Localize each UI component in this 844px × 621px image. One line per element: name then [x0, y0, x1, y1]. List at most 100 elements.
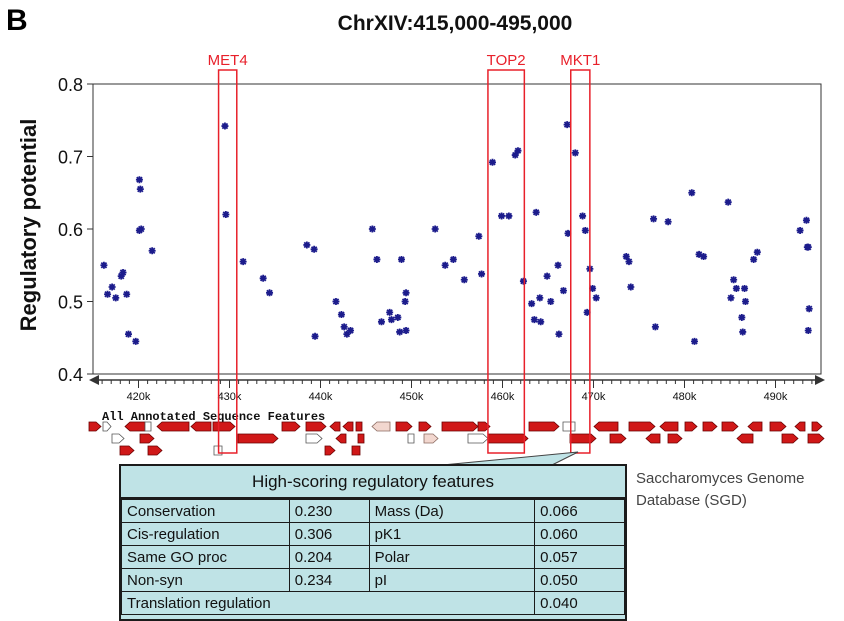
- feature-name: Translation regulation: [120, 591, 536, 615]
- data-point: [528, 300, 536, 308]
- data-point: [741, 284, 749, 292]
- data-point: [222, 211, 230, 218]
- x-tick-label: 440k: [309, 391, 333, 403]
- y-tick-label: 0.7: [58, 148, 83, 168]
- x-axis: 420k 430k 440k 450k 460k 470k 480k 490k: [89, 375, 825, 403]
- data-point: [117, 272, 125, 280]
- data-point: [543, 272, 551, 280]
- gene-feature: [357, 433, 365, 444]
- data-point: [579, 212, 587, 220]
- data-point: [104, 290, 112, 298]
- gene-feature: [528, 421, 560, 432]
- data-point: [627, 283, 635, 291]
- data-point: [741, 298, 749, 305]
- gene-feature: [702, 421, 718, 432]
- data-point: [368, 225, 376, 233]
- x-tick-label: 420k: [127, 391, 151, 403]
- feature-score: 0.066: [534, 499, 625, 523]
- x-axis-arrow-left: [89, 375, 99, 385]
- table-row: Non-syn 0.234 pI 0.050: [121, 568, 625, 592]
- plot-frame: [92, 83, 822, 375]
- gene-feature: [102, 421, 112, 432]
- data-point: [650, 215, 658, 223]
- x-tick-label: 470k: [582, 391, 606, 403]
- gene-feature: [659, 421, 679, 432]
- data-point: [571, 149, 579, 157]
- y-tick-label: 0.5: [58, 293, 83, 313]
- data-point: [135, 226, 143, 234]
- data-point: [555, 330, 563, 338]
- x-tick-label: 490k: [764, 391, 788, 403]
- gene-highlight-box: [487, 69, 526, 454]
- scatter-points: [100, 121, 813, 345]
- gene-feature: [441, 421, 479, 432]
- data-point: [100, 261, 108, 269]
- data-point: [303, 241, 311, 249]
- gene-feature: [769, 421, 787, 432]
- gene-feature: [736, 433, 754, 444]
- source-label-line: Database (SGD): [636, 492, 747, 509]
- gene-feature: [305, 421, 327, 432]
- gene-feature: [684, 421, 698, 432]
- gene-feature: [329, 421, 341, 432]
- data-point: [373, 255, 381, 263]
- highlight-boxes: MET4 TOP2 MKT1: [208, 52, 600, 454]
- x-tick-label: 450k: [400, 391, 424, 403]
- data-point: [221, 122, 229, 130]
- gene-label: TOP2: [487, 52, 526, 69]
- data-point: [730, 276, 738, 284]
- data-point: [622, 253, 630, 261]
- gene-feature: [609, 433, 627, 444]
- gene-feature: [237, 433, 279, 444]
- data-point: [592, 294, 600, 302]
- data-point: [132, 337, 140, 345]
- data-point: [475, 232, 483, 240]
- data-point: [343, 330, 351, 338]
- gene-feature: [324, 445, 336, 456]
- data-point: [402, 327, 410, 334]
- gene-feature: [119, 445, 135, 456]
- data-point: [625, 258, 633, 266]
- gene-highlight-box: [217, 69, 238, 454]
- source-label: Saccharomyces Genome Database (SGD): [636, 468, 841, 512]
- gene-feature: [811, 421, 823, 432]
- gene-feature: [88, 421, 102, 432]
- data-point: [498, 212, 506, 220]
- gene-feature: [147, 445, 163, 456]
- data-point: [554, 261, 562, 269]
- data-point: [691, 337, 699, 345]
- x-tick-label: 480k: [673, 391, 697, 403]
- data-point: [589, 284, 597, 292]
- data-point: [460, 276, 468, 284]
- data-point: [347, 327, 355, 334]
- gene-feature: [111, 433, 125, 444]
- gene-feature: [467, 433, 489, 444]
- gene-feature: [190, 421, 212, 432]
- data-point: [804, 243, 812, 251]
- data-point: [581, 226, 589, 234]
- gene-feature: [569, 433, 597, 444]
- gene-label: MET4: [208, 52, 248, 69]
- regulatory-features-table: High-scoring regulatory features Conserv…: [119, 464, 627, 621]
- data-point: [119, 269, 127, 276]
- table-row: Same GO proc 0.204 Polar 0.057: [121, 545, 625, 569]
- y-tick-label: 0.4: [58, 365, 83, 385]
- chart-title: ChrXIV:415,000-495,000: [338, 12, 573, 35]
- feature-name: pI: [368, 568, 536, 592]
- data-point: [124, 330, 132, 338]
- data-point: [727, 294, 735, 302]
- gene-feature: [351, 445, 361, 456]
- data-point: [664, 218, 672, 226]
- data-point: [536, 294, 544, 302]
- data-point: [386, 308, 394, 316]
- feature-score: 0.040: [534, 591, 625, 615]
- feature-track: [88, 421, 825, 456]
- gene-feature: [212, 421, 236, 432]
- gene-feature: [667, 433, 683, 444]
- gene-feature: [794, 421, 806, 432]
- feature-score: 0.050: [534, 568, 625, 592]
- gene-feature: [395, 421, 413, 432]
- gene-highlight-box: [570, 69, 591, 454]
- gene-feature: [593, 421, 619, 432]
